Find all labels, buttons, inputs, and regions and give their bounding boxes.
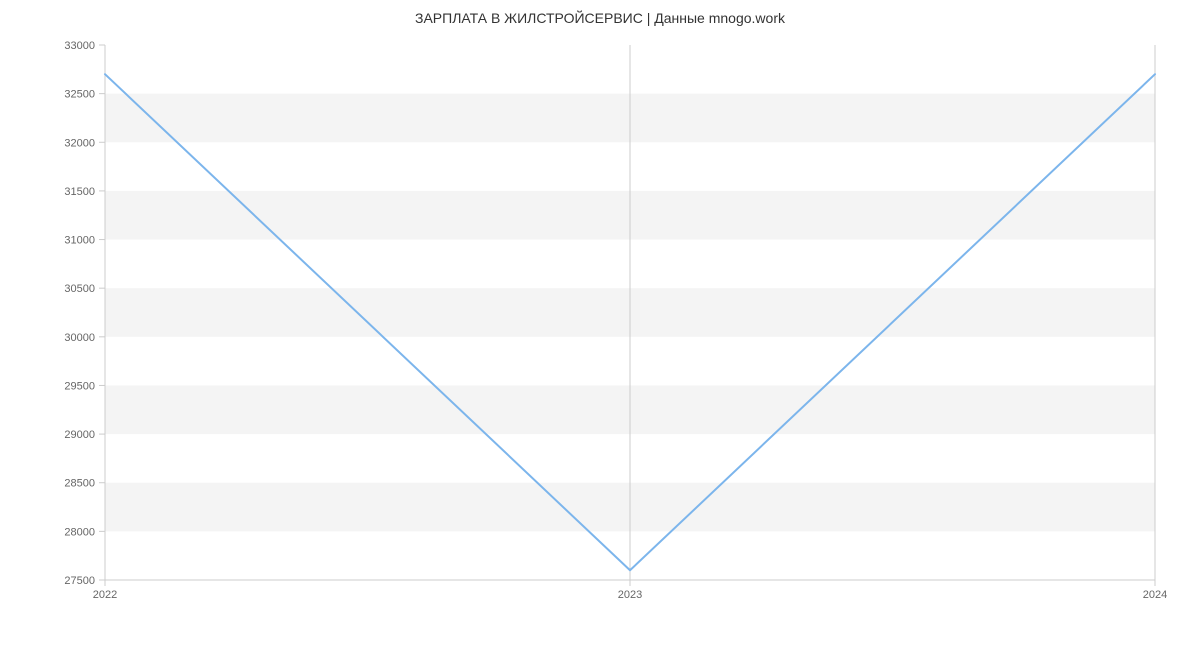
x-tick-label: 2022 [93, 589, 117, 601]
y-tick-label: 31500 [64, 186, 95, 198]
y-tick-label: 29500 [64, 380, 95, 392]
y-tick-label: 27500 [64, 575, 95, 587]
y-tick-label: 31000 [64, 235, 95, 247]
salary-line-chart: ЗАРПЛАТА В ЖИЛСТРОЙСЕРВИС | Данные mnogo… [0, 0, 1200, 650]
y-tick-label: 30500 [64, 283, 95, 295]
y-tick-label: 32500 [64, 89, 95, 101]
y-tick-label: 33000 [64, 40, 95, 52]
x-tick-label: 2024 [1143, 589, 1167, 601]
y-tick-label: 28500 [64, 478, 95, 490]
y-tick-label: 28000 [64, 526, 95, 538]
y-tick-label: 32000 [64, 137, 95, 149]
chart-canvas: 27500 28000 28500 29000 29500 30000 30500 31000… [0, 0, 1200, 650]
y-tick-label: 30000 [64, 332, 95, 344]
y-tick-label: 29000 [64, 429, 95, 441]
chart-title: ЗАРПЛАТА В ЖИЛСТРОЙСЕРВИС | Данные mnogo… [0, 10, 1200, 26]
x-tick-label: 2023 [618, 589, 642, 601]
